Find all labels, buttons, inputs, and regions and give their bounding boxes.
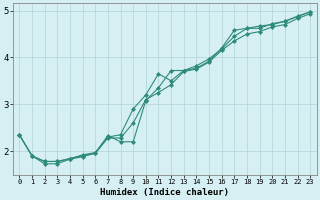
X-axis label: Humidex (Indice chaleur): Humidex (Indice chaleur) bbox=[100, 188, 229, 197]
